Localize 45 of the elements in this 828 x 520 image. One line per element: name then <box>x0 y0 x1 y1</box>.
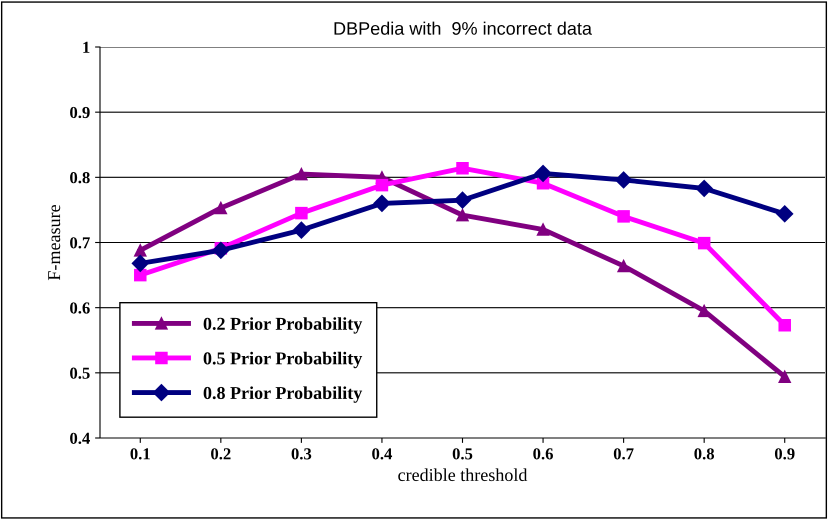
point <box>373 194 390 212</box>
point <box>698 236 710 250</box>
legend-label: 0.5 Prior Probability <box>204 352 362 368</box>
point <box>295 168 308 180</box>
point <box>696 180 713 197</box>
y-tick-label: 1 <box>83 42 90 53</box>
point <box>134 268 147 282</box>
x-tick-label: 0.7 <box>614 448 634 460</box>
point <box>536 223 550 236</box>
y-tick-label: 0.6 <box>70 302 90 314</box>
point <box>778 370 791 383</box>
y-tick-label: 0.4 <box>70 432 90 444</box>
point <box>134 244 147 257</box>
chart-title: DBPedia with 9% incorrect data <box>334 22 592 35</box>
point <box>617 210 630 223</box>
point <box>292 222 310 239</box>
x-tick-label: 0.6 <box>533 448 553 460</box>
legend-label: 0.8 Prior Probability <box>204 386 362 403</box>
point <box>212 242 230 259</box>
y-tick-label: 0.7 <box>70 237 90 249</box>
x-tick-label: 0.3 <box>292 448 312 460</box>
x-tick-label: 0.1 <box>130 448 150 460</box>
point <box>456 162 469 174</box>
y-tick-label: 0.9 <box>70 106 90 118</box>
legend-label: 0.2 Prior Probability <box>204 317 362 334</box>
y-tick-label: 0.5 <box>70 368 90 379</box>
point <box>617 260 630 272</box>
point <box>132 254 149 272</box>
point <box>534 164 552 182</box>
point <box>295 206 308 220</box>
point <box>214 202 228 214</box>
x-tick-label: 0.9 <box>774 448 795 460</box>
point <box>456 208 469 222</box>
point <box>615 171 632 188</box>
y-tick-label: 0.8 <box>70 172 90 184</box>
point <box>778 319 791 332</box>
x-axis-title: credible threshold <box>398 468 528 482</box>
x-tick-label: 0.2 <box>211 448 231 460</box>
x-tick-label: 0.8 <box>694 448 714 460</box>
point <box>776 205 794 222</box>
x-tick-label: 0.5 <box>452 448 472 460</box>
x-tick-label: 0.4 <box>372 448 392 460</box>
y-axis-title: F-measure <box>48 205 60 280</box>
point <box>454 192 472 209</box>
point <box>376 178 388 192</box>
